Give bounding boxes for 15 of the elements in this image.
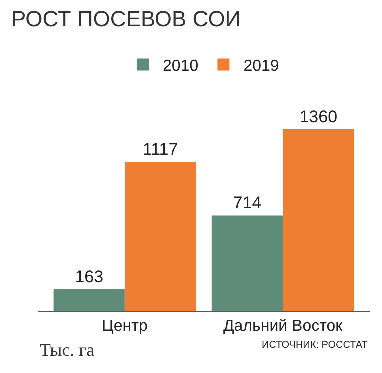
text: ИСТОЧНИК: РОССТАТ [262, 340, 368, 351]
data-label: 1360 [300, 108, 338, 127]
legend-label: 2010 [163, 58, 199, 75]
data-label: 714 [233, 194, 262, 213]
chart-title: РОСТ ПОСЕВОВ СОИ [11, 6, 242, 32]
bar [54, 289, 125, 311]
bar [212, 216, 284, 311]
legend-label: 2019 [244, 58, 280, 75]
text: Тыс. га [40, 340, 95, 360]
data-label: 163 [75, 267, 104, 286]
bar [124, 162, 196, 311]
bar [283, 130, 354, 311]
x-tick-label: Центр [102, 318, 148, 336]
x-tick-label: Дальний Восток [223, 318, 344, 336]
data-label: 1117 [142, 140, 178, 159]
